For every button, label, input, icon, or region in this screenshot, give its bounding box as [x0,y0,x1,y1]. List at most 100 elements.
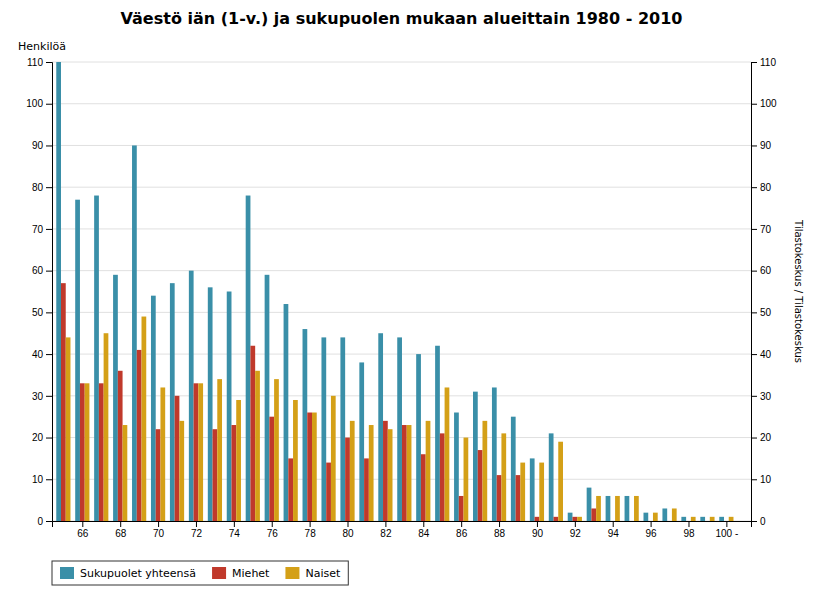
tick-label: 92 [570,528,582,539]
tick-label: 70 [760,224,772,235]
tick-label: 88 [494,528,506,539]
bar [359,362,364,521]
bar [208,287,213,521]
bar [284,304,289,521]
tick-mark [751,145,757,146]
bar [61,283,66,521]
tick-label: 86 [456,528,468,539]
tick-label: 60 [760,265,772,276]
bar [397,337,402,521]
bar [634,496,639,521]
tick-mark [310,521,311,527]
bar [520,463,525,521]
grid-line [52,103,751,104]
bar [572,517,577,521]
tick: 20 [32,432,52,443]
tick-label: 70 [153,528,165,539]
tick-mark [751,271,757,272]
bar [75,200,80,521]
bar [364,458,369,521]
bar [142,317,147,521]
tick: 98 [683,521,695,539]
tick-label: 50 [760,307,772,318]
tick: 94 [608,521,620,539]
tick: 90 [532,521,544,539]
bar [667,521,672,522]
bar [151,296,156,521]
tick: 100 - [715,521,738,539]
bar [303,329,308,521]
grid-line [52,62,751,63]
tick-mark [46,145,52,146]
bar [625,496,630,521]
bar [729,517,734,521]
bar [539,463,544,521]
bar-series [61,283,596,521]
tick-label: 94 [608,528,620,539]
y-axis: 0102030405060708090100110 [26,57,52,527]
bar [511,417,516,521]
bar [710,517,715,521]
bar [231,425,236,521]
bar [445,387,450,521]
tick-mark [613,521,614,527]
bar [454,413,459,521]
tick-mark [46,271,52,272]
bar [501,433,506,521]
legend-swatch [285,567,299,579]
tick: 90 [751,140,772,151]
bar [269,417,274,521]
bar [132,145,137,521]
tick-label: 84 [418,528,430,539]
tick: 10 [32,474,52,485]
tick: 74 [229,521,241,539]
bar [705,521,710,522]
bar [615,496,620,521]
bar [80,383,85,521]
bar [383,421,388,521]
tick: 80 [342,521,354,539]
tick-mark [385,521,386,527]
bar [170,283,175,521]
axis-line [46,63,53,522]
tick: 76 [267,521,279,539]
tick-mark [688,521,689,527]
bar [217,379,222,521]
tick-label: 10 [760,474,772,485]
tick: 70 [32,224,52,235]
tick-mark [751,229,757,230]
tick-mark [46,62,52,63]
bar [56,62,61,521]
tick: 88 [494,521,506,539]
bar [326,463,331,521]
tick-label: 68 [115,528,127,539]
tick-mark [46,438,52,439]
tick: 60 [751,265,772,276]
bar [265,275,270,521]
bar [426,421,431,521]
legend-label: Miehet [232,567,270,580]
bar-series [56,62,724,521]
legend-item: Naiset [285,567,341,580]
legend-swatch [60,567,74,579]
tick: 20 [751,432,772,443]
tick: 66 [77,521,89,539]
tick-label: 0 [760,516,766,527]
tick: 84 [418,521,430,539]
tick-mark [82,521,83,527]
tick: 68 [115,521,127,539]
bar [179,421,184,521]
grid-line [52,228,751,229]
tick-mark [751,438,757,439]
bar [577,517,582,521]
tick: 100 [26,98,52,109]
tick-label: 20 [32,432,44,443]
bar [331,396,336,521]
bar [629,521,634,522]
bar [596,496,601,521]
tick-mark [46,396,52,397]
bar [274,379,279,521]
bar [388,429,393,521]
tick-mark [46,229,52,230]
tick-label: 40 [760,349,772,360]
